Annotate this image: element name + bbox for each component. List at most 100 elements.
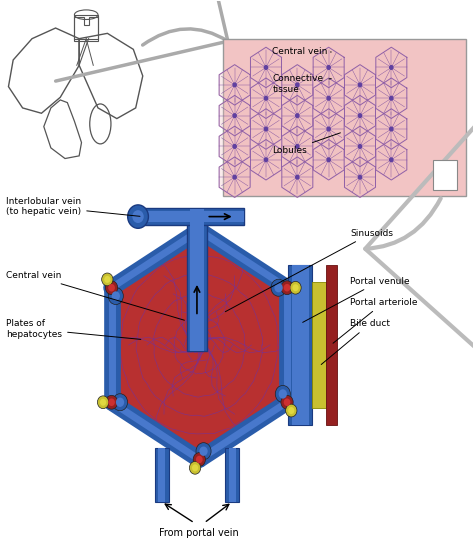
Circle shape: [358, 114, 362, 117]
Circle shape: [274, 283, 283, 292]
Circle shape: [264, 127, 268, 131]
Circle shape: [390, 65, 393, 69]
Circle shape: [290, 281, 301, 294]
Circle shape: [196, 456, 203, 463]
Polygon shape: [313, 47, 344, 88]
Text: Interlobular vein
(to hepatic vein): Interlobular vein (to hepatic vein): [6, 197, 140, 216]
Polygon shape: [345, 126, 375, 167]
Circle shape: [286, 404, 297, 417]
Text: Bile duct: Bile duct: [321, 319, 390, 365]
Circle shape: [108, 287, 123, 305]
Circle shape: [196, 443, 211, 460]
Circle shape: [296, 175, 299, 179]
Circle shape: [264, 96, 268, 100]
Circle shape: [108, 284, 115, 292]
Circle shape: [116, 398, 124, 407]
Circle shape: [198, 216, 209, 228]
Circle shape: [283, 284, 291, 292]
Circle shape: [358, 175, 362, 179]
Circle shape: [327, 158, 330, 162]
Polygon shape: [250, 47, 282, 88]
Text: From portal vein: From portal vein: [159, 529, 239, 538]
Circle shape: [390, 158, 393, 162]
Circle shape: [108, 398, 115, 406]
Circle shape: [128, 205, 148, 228]
Circle shape: [193, 453, 205, 466]
Circle shape: [390, 96, 393, 100]
Circle shape: [288, 407, 294, 414]
Circle shape: [296, 83, 299, 87]
Circle shape: [193, 223, 205, 237]
Bar: [190, 209, 204, 351]
Circle shape: [281, 395, 293, 409]
Circle shape: [98, 396, 109, 408]
Polygon shape: [111, 230, 287, 459]
Polygon shape: [250, 109, 282, 149]
Circle shape: [191, 234, 199, 243]
Bar: [158, 448, 165, 502]
Polygon shape: [376, 109, 407, 149]
Circle shape: [190, 461, 201, 474]
Bar: [136, 208, 244, 225]
Bar: [326, 265, 337, 425]
Polygon shape: [376, 47, 407, 88]
Polygon shape: [219, 95, 250, 136]
Polygon shape: [345, 64, 375, 105]
Circle shape: [132, 210, 144, 223]
Circle shape: [283, 398, 291, 406]
Bar: [187, 209, 207, 351]
Circle shape: [100, 399, 106, 406]
Circle shape: [233, 83, 236, 87]
Circle shape: [233, 175, 236, 179]
Circle shape: [358, 83, 362, 87]
Circle shape: [327, 65, 330, 69]
Polygon shape: [282, 95, 313, 136]
Circle shape: [188, 230, 202, 247]
Circle shape: [201, 219, 207, 226]
Bar: [433, 160, 457, 190]
Circle shape: [264, 65, 268, 69]
Bar: [155, 448, 169, 502]
Circle shape: [296, 114, 299, 117]
FancyArrowPatch shape: [55, 0, 228, 81]
Circle shape: [112, 292, 120, 301]
Circle shape: [292, 284, 299, 291]
Text: Plates of
hepatocytes: Plates of hepatocytes: [6, 319, 141, 339]
Polygon shape: [219, 126, 250, 167]
Circle shape: [390, 127, 393, 131]
Circle shape: [112, 394, 128, 411]
Polygon shape: [313, 140, 344, 180]
Text: Sinusoids: Sinusoids: [225, 229, 393, 312]
Bar: [289, 265, 312, 425]
FancyArrowPatch shape: [365, 62, 474, 417]
Polygon shape: [282, 157, 313, 197]
Bar: [74, 15, 98, 38]
Text: Central vein: Central vein: [6, 271, 184, 320]
Polygon shape: [313, 78, 344, 118]
Circle shape: [196, 227, 203, 234]
Polygon shape: [345, 157, 375, 197]
Polygon shape: [282, 64, 313, 105]
Text: Lobules: Lobules: [273, 133, 340, 155]
Circle shape: [104, 276, 110, 283]
Circle shape: [296, 144, 299, 148]
Circle shape: [327, 96, 330, 100]
Circle shape: [358, 144, 362, 148]
Text: Central vein: Central vein: [273, 48, 331, 56]
Polygon shape: [219, 64, 250, 105]
Polygon shape: [250, 78, 282, 118]
Polygon shape: [376, 140, 407, 180]
Circle shape: [279, 390, 287, 399]
Polygon shape: [376, 78, 407, 118]
Bar: [225, 448, 239, 502]
Circle shape: [233, 114, 236, 117]
Bar: [292, 265, 309, 425]
Circle shape: [264, 158, 268, 162]
Polygon shape: [219, 157, 250, 197]
Polygon shape: [345, 95, 375, 136]
Circle shape: [105, 395, 118, 409]
Text: Connective
tissue: Connective tissue: [273, 74, 331, 94]
Circle shape: [271, 279, 286, 296]
Circle shape: [192, 464, 198, 471]
Circle shape: [327, 127, 330, 131]
